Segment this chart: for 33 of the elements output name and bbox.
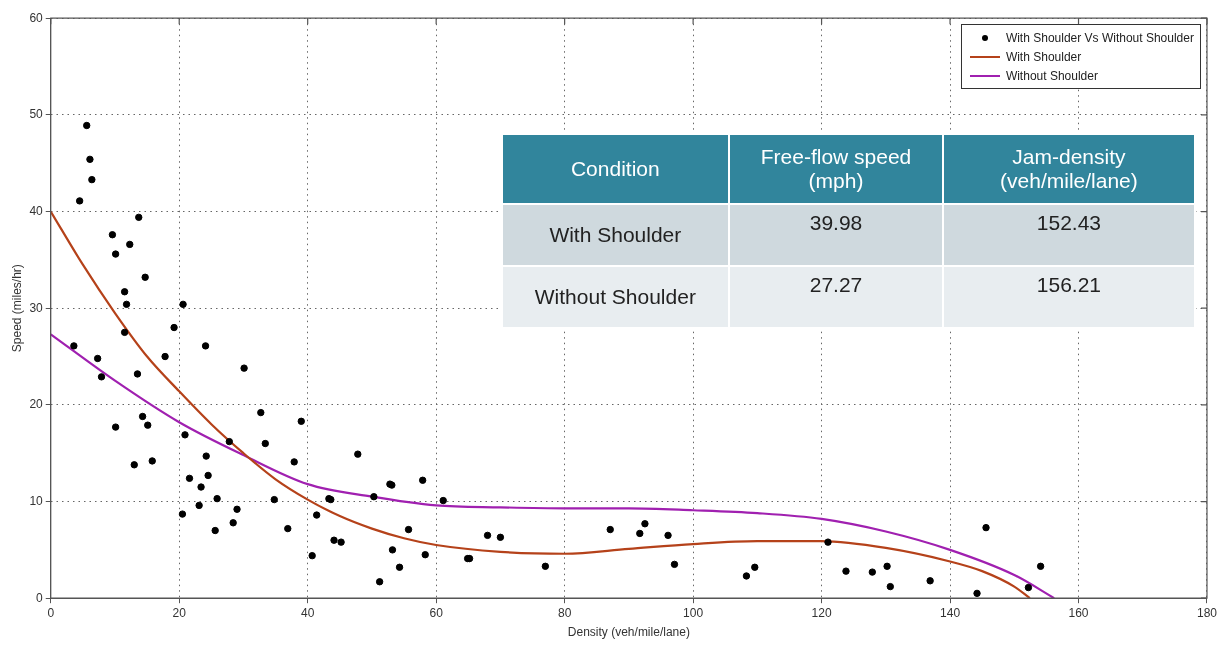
y-axis-title: Speed (miles/hr) [9, 264, 24, 353]
annotation: Without Shoulder [501, 266, 729, 329]
y-tick-label: 0 [36, 590, 44, 605]
legend-label: With Shoulder Vs Without Shoulder [1005, 30, 1194, 45]
legend-label: With Shoulder [1005, 49, 1082, 64]
line-series [50, 210, 1031, 599]
x-tick-label: 120 [811, 605, 832, 620]
x-tick-label: 180 [1196, 605, 1218, 620]
annotation: Free-flow speed (mph) [728, 134, 944, 205]
x-tick-label: 100 [683, 605, 704, 620]
x-tick-label: 60 [429, 605, 444, 620]
x-tick-label: 140 [940, 605, 961, 620]
annotation: 39.98 [728, 204, 944, 267]
y-tick-label: 30 [29, 300, 44, 315]
annotation: Jam-density (veh/mile/lane) [943, 134, 1195, 205]
y-tick-label: 40 [29, 203, 44, 218]
legend-label: Without Shoulder [1005, 68, 1098, 83]
annotation: 152.43 [943, 204, 1195, 267]
x-tick-label: 0 [47, 605, 55, 620]
x-tick-label: 40 [301, 605, 315, 620]
annotation: 156.21 [943, 266, 1195, 329]
annotation: 27.27 [728, 266, 944, 329]
x-tick-label: 160 [1068, 605, 1089, 620]
x-tick-label: 80 [557, 605, 572, 620]
y-tick-label: 10 [29, 493, 44, 508]
annotation: Condition [501, 134, 729, 205]
annotation: With Shoulder [501, 204, 729, 267]
line-series [50, 333, 1056, 599]
x-axis-title: Density (veh/mile/lane) [567, 625, 690, 640]
x-tick-label: 20 [172, 605, 187, 620]
y-tick-label: 60 [29, 10, 44, 25]
y-tick-label: 20 [29, 397, 44, 412]
y-tick-label: 50 [29, 107, 44, 122]
